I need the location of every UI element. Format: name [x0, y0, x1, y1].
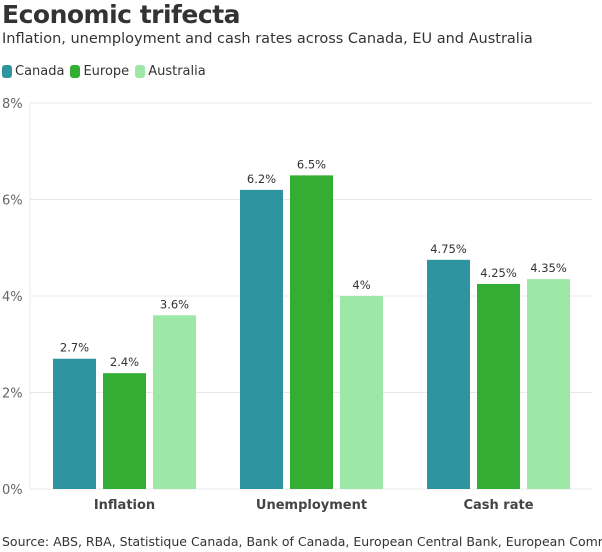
x-tick-label: Inflation	[94, 498, 155, 513]
legend-item-europe[interactable]: Europe	[70, 64, 129, 79]
y-tick-label: 2%	[2, 387, 23, 402]
y-tick-label: 8%	[2, 97, 23, 112]
data-label: 2.7%	[60, 341, 89, 355]
data-label: 3.6%	[160, 297, 189, 311]
legend-item-canada[interactable]: Canada	[2, 64, 64, 79]
data-label: 4.75%	[430, 242, 467, 256]
bar-canada	[53, 358, 96, 489]
legend-swatch	[70, 65, 81, 78]
data-label: 6.5%	[297, 157, 326, 171]
legend-swatch	[2, 65, 12, 78]
data-label: 6.2%	[247, 172, 276, 186]
legend: Canada Europe Australia	[2, 64, 206, 79]
x-tick-label: Cash rate	[463, 498, 533, 513]
data-label: 4%	[352, 278, 370, 292]
legend-label: Canada	[15, 64, 65, 79]
bar-australia	[527, 279, 570, 489]
source-note: Source: ABS, RBA, Statistique Canada, Ba…	[2, 534, 602, 549]
bar-australia	[153, 315, 196, 489]
legend-item-australia[interactable]: Australia	[135, 64, 206, 79]
bar-europe	[103, 373, 146, 489]
bar-europe	[477, 283, 520, 489]
y-tick-label: 0%	[2, 483, 23, 498]
chart-subtitle: Inflation, unemployment and cash rates a…	[2, 31, 533, 47]
data-label: 4.25%	[480, 266, 517, 280]
bar-europe	[290, 175, 333, 489]
data-label: 2.4%	[110, 355, 139, 369]
legend-label: Australia	[148, 64, 206, 79]
legend-swatch	[135, 65, 146, 78]
bar-canada	[427, 259, 470, 489]
bar-australia	[340, 296, 383, 489]
y-tick-label: 6%	[2, 194, 23, 209]
legend-label: Europe	[83, 64, 130, 79]
y-tick-label: 4%	[2, 290, 23, 305]
chart-title: Economic trifecta	[2, 0, 241, 29]
x-tick-label: Unemployment	[256, 498, 367, 513]
data-label: 4.35%	[530, 261, 567, 275]
bar-canada	[240, 189, 283, 489]
